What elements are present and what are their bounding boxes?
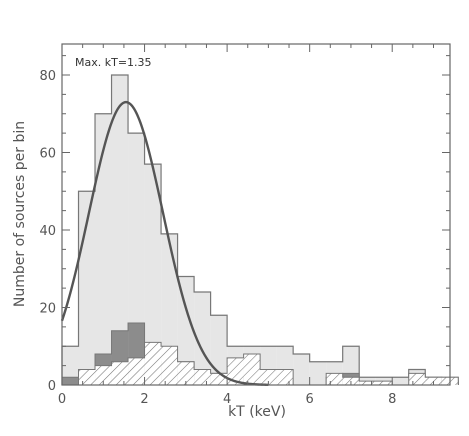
y-axis-label: Number of sources per bin <box>12 121 28 307</box>
bar-light-gray-2 <box>95 113 112 385</box>
bar-hatched-3 <box>111 361 129 385</box>
y-tick-label: 0 <box>48 379 56 394</box>
bar-light-gray-14 <box>293 354 310 385</box>
x-tick-label: 8 <box>388 392 396 407</box>
bar-hatched-16 <box>326 373 343 385</box>
y-tick-label: 40 <box>39 224 56 239</box>
bar-hatched-10 <box>227 357 244 385</box>
x-tick-label: 2 <box>140 392 148 407</box>
bar-hatched-18 <box>359 381 376 385</box>
bar-light-gray-0 <box>62 346 79 385</box>
x-tick-label: 6 <box>306 392 314 407</box>
bar-hatched-6 <box>161 346 178 385</box>
bar-light-gray-7 <box>177 276 195 385</box>
bar-light-gray-4 <box>128 133 145 385</box>
x-tick-label: 0 <box>58 392 66 407</box>
bar-hatched-12 <box>260 369 277 385</box>
bar-hatched-1 <box>78 369 96 385</box>
bar-hatched-21 <box>408 373 426 385</box>
bar-hatched-19 <box>375 381 393 385</box>
bar-light-gray-8 <box>194 292 211 385</box>
bar-hatched-8 <box>194 369 211 385</box>
bar-hatched-13 <box>276 369 294 385</box>
histogram-bars <box>61 74 459 386</box>
bar-light-gray-5 <box>144 164 162 385</box>
fit-curve-layer <box>60 100 269 387</box>
gaussian-fit-curve <box>60 100 269 387</box>
x-axis-label: kT (keV) <box>228 404 286 420</box>
y-tick-label: 20 <box>39 302 56 317</box>
bar-hatched-7 <box>177 361 195 385</box>
x-tick-label: 4 <box>223 392 231 407</box>
max-kt-annotation: Max. kT=1.35 <box>75 56 152 69</box>
bar-hatched-9 <box>210 373 228 385</box>
bar-hatched-2 <box>95 365 112 385</box>
y-tick-label: 80 <box>39 69 56 84</box>
bar-light-gray-3 <box>111 75 129 385</box>
outline-light-gray <box>61 74 459 385</box>
bar-hatched-4 <box>128 357 145 385</box>
bar-light-gray-15 <box>309 361 327 385</box>
bar-light-gray-20 <box>392 377 409 385</box>
bar-dark-gray-0 <box>62 377 79 385</box>
bar-hatched-11 <box>243 354 261 385</box>
plot-frame <box>61 43 451 386</box>
bar-hatched-5 <box>144 342 162 385</box>
y-tick-label: 60 <box>39 147 56 162</box>
